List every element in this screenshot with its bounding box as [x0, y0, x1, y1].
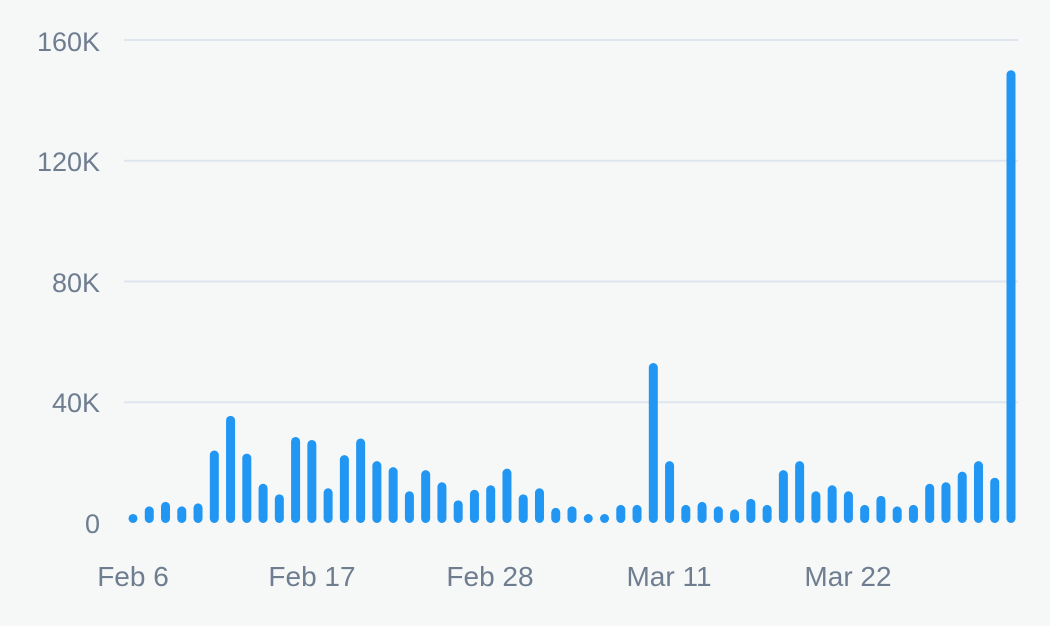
- x-tick-label-1: Feb 17: [268, 561, 355, 592]
- bar-53: [990, 477, 1000, 523]
- bars: [128, 70, 1016, 523]
- bar-33: [665, 461, 675, 523]
- x-tick-label-4: Mar 22: [804, 561, 891, 592]
- y-axis: 0 40K 80K 120K 160K: [37, 27, 100, 539]
- bar-34: [681, 504, 691, 523]
- bar-36: [713, 506, 723, 523]
- bar-49: [925, 483, 935, 523]
- bar-6: [226, 415, 236, 523]
- bar-5: [209, 450, 219, 523]
- bar-48: [908, 504, 918, 523]
- bar-17: [404, 491, 414, 523]
- x-axis: Feb 6 Feb 17 Feb 28 Mar 11 Mar 22: [97, 561, 891, 592]
- bar-18: [421, 470, 431, 523]
- bar-9: [274, 494, 284, 523]
- bar-30: [616, 504, 626, 523]
- bar-35: [697, 501, 707, 523]
- bar-21: [469, 489, 479, 523]
- bar-24: [518, 494, 528, 523]
- bar-19: [437, 482, 447, 523]
- bar-23: [502, 468, 512, 523]
- bar-31: [632, 504, 642, 523]
- bar-14: [356, 438, 366, 523]
- y-tick-label-1: 40K: [52, 388, 100, 418]
- bar-50: [941, 482, 951, 523]
- bar-13: [339, 455, 349, 523]
- bar-39: [762, 504, 772, 523]
- x-tick-label-0: Feb 6: [97, 561, 169, 592]
- bar-44: [843, 491, 853, 523]
- bar-54: [1006, 70, 1016, 523]
- x-tick-label-3: Mar 11: [626, 561, 711, 592]
- y-tick-label-3: 120K: [37, 147, 100, 177]
- bar-0: [128, 513, 138, 523]
- bar-1: [144, 506, 154, 523]
- y-tick-label-0: 0: [85, 509, 100, 539]
- bar-11: [307, 439, 317, 523]
- bar-10: [291, 436, 301, 523]
- bar-40: [778, 470, 788, 523]
- y-tick-label-4: 160K: [37, 27, 100, 57]
- bar-2: [161, 501, 171, 523]
- bar-8: [258, 483, 268, 523]
- bar-3: [177, 506, 187, 523]
- bar-26: [551, 507, 561, 523]
- bar-28: [583, 514, 593, 523]
- bar-42: [811, 491, 821, 523]
- y-tick-label-2: 80K: [52, 268, 100, 298]
- bar-52: [973, 461, 983, 523]
- bar-41: [795, 461, 805, 523]
- bar-12: [323, 488, 333, 523]
- bar-45: [860, 504, 870, 523]
- bar-4: [193, 503, 203, 523]
- bar-29: [600, 514, 610, 523]
- gridlines: [124, 39, 1018, 404]
- bar-47: [892, 506, 902, 523]
- bar-32: [648, 363, 658, 523]
- bar-46: [876, 495, 886, 523]
- bar-20: [453, 500, 463, 523]
- bar-16: [388, 467, 398, 523]
- bar-15: [372, 461, 382, 523]
- bar-38: [746, 498, 756, 523]
- x-tick-label-2: Feb 28: [446, 561, 533, 592]
- bar-22: [486, 485, 496, 523]
- bar-25: [534, 488, 544, 523]
- bar-27: [567, 506, 577, 523]
- bar-7: [242, 453, 252, 523]
- bar-37: [730, 509, 740, 523]
- bar-43: [827, 485, 837, 523]
- bar-51: [957, 471, 967, 523]
